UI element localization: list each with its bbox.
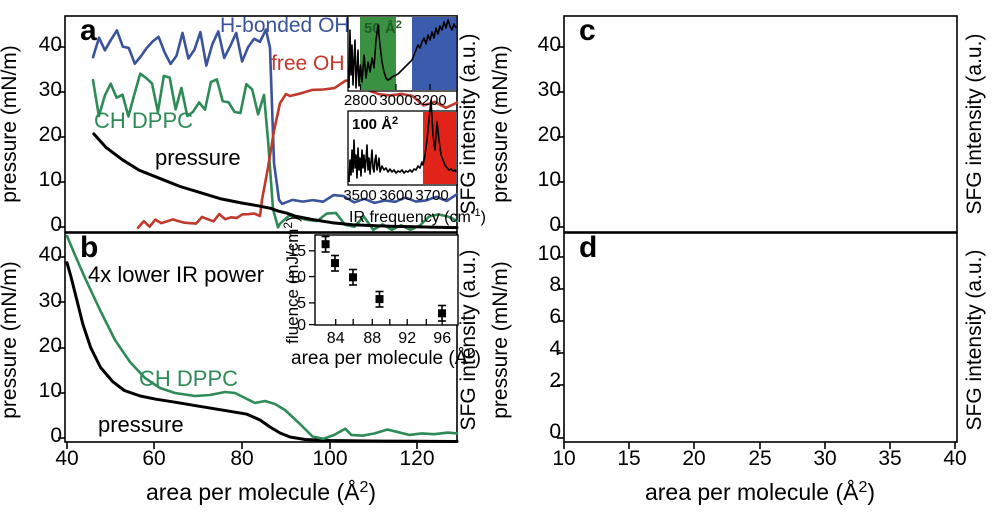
svg-text:SFG intensity (a.u.): SFG intensity (a.u.) [457, 34, 480, 215]
svg-text:40: 40 [943, 447, 966, 470]
svg-text:4x lower IR power: 4x lower IR power [88, 262, 264, 287]
svg-text:4: 4 [549, 337, 561, 360]
svg-text:10: 10 [39, 168, 62, 191]
svg-text:96: 96 [433, 330, 451, 347]
svg-text:10: 10 [538, 168, 561, 191]
svg-text:2800: 2800 [344, 92, 377, 109]
svg-text:30: 30 [39, 78, 62, 101]
svg-text:35: 35 [878, 447, 901, 470]
svg-text:40: 40 [538, 33, 561, 56]
svg-text:H-bonded OH: H-bonded OH [220, 14, 350, 37]
svg-text:pressure (mN/m): pressure (mN/m) [0, 45, 21, 203]
svg-text:3600: 3600 [379, 187, 412, 204]
svg-text:10: 10 [552, 447, 575, 470]
svg-text:CH DPPC: CH DPPC [94, 108, 193, 133]
svg-text:30: 30 [538, 78, 561, 101]
svg-text:IR frequency (cm-1): IR frequency (cm-1) [349, 207, 486, 226]
svg-text:120: 120 [399, 447, 434, 470]
svg-text:6: 6 [549, 305, 561, 328]
svg-text:pressure: pressure [155, 145, 241, 170]
svg-text:0: 0 [549, 213, 561, 236]
svg-text:SFG intensity (a.u.): SFG intensity (a.u.) [963, 34, 986, 215]
svg-text:SFG intensity (a.u.): SFG intensity (a.u.) [457, 250, 480, 431]
svg-text:10: 10 [538, 242, 561, 265]
svg-text:pressure (mN/m): pressure (mN/m) [489, 261, 512, 419]
svg-text:100 Å2: 100 Å2 [352, 115, 398, 133]
svg-text:0: 0 [50, 213, 62, 236]
svg-text:0: 0 [50, 424, 62, 447]
svg-text:20: 20 [538, 123, 561, 146]
svg-text:88: 88 [363, 330, 381, 347]
svg-text:fluence (mJ/cm2): fluence (mJ/cm2) [281, 216, 302, 344]
svg-text:0: 0 [549, 420, 561, 443]
svg-text:10: 10 [39, 379, 62, 402]
svg-text:8: 8 [549, 273, 561, 296]
svg-text:20: 20 [682, 447, 705, 470]
svg-text:40: 40 [39, 33, 62, 56]
svg-text:3700: 3700 [415, 187, 448, 204]
svg-text:area per molecule (Å2): area per molecule (Å2) [291, 345, 481, 369]
svg-text:area per molecule (Å2): area per molecule (Å2) [645, 478, 875, 505]
svg-text:40: 40 [55, 447, 78, 470]
svg-text:3000: 3000 [379, 92, 412, 109]
svg-text:pressure (mN/m): pressure (mN/m) [0, 261, 21, 419]
svg-text:CH DPPC: CH DPPC [139, 366, 238, 391]
svg-text:30: 30 [39, 289, 62, 312]
svg-text:free OH: free OH [271, 52, 345, 75]
svg-text:d: d [579, 231, 597, 264]
svg-text:20: 20 [39, 334, 62, 357]
svg-text:pressure (mN/m): pressure (mN/m) [489, 45, 512, 203]
svg-text:84: 84 [327, 330, 345, 347]
svg-text:a: a [80, 14, 97, 47]
svg-text:40: 40 [39, 243, 62, 266]
svg-text:3500: 3500 [343, 187, 376, 204]
svg-text:SFG intensity (a.u.): SFG intensity (a.u.) [963, 250, 986, 431]
svg-text:25: 25 [748, 447, 771, 470]
svg-text:15: 15 [617, 447, 640, 470]
svg-text:pressure: pressure [98, 412, 184, 437]
svg-text:c: c [579, 14, 596, 47]
svg-text:80: 80 [230, 447, 253, 470]
svg-text:100: 100 [312, 447, 347, 470]
svg-text:area per molecule (Å2): area per molecule (Å2) [146, 478, 376, 505]
svg-text:30: 30 [813, 447, 836, 470]
svg-text:92: 92 [398, 330, 416, 347]
svg-text:20: 20 [39, 123, 62, 146]
svg-text:b: b [80, 231, 98, 264]
svg-text:2: 2 [549, 369, 561, 392]
svg-text:60: 60 [142, 447, 165, 470]
